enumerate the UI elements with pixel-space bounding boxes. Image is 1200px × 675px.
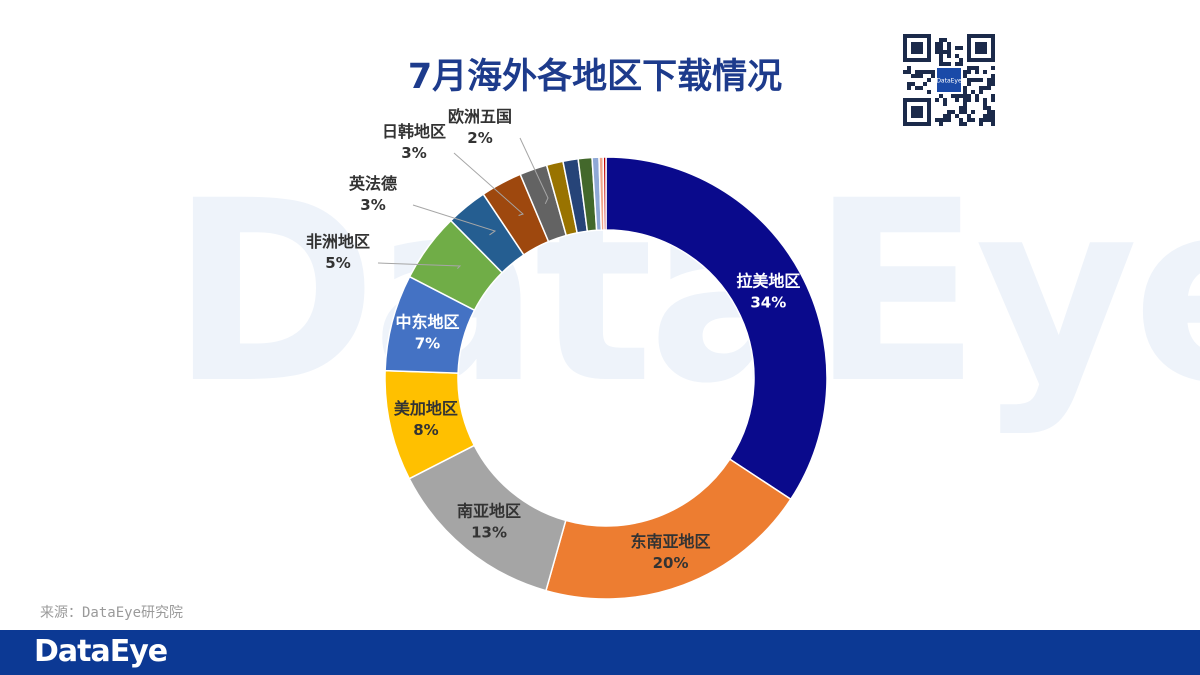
slice-value-中东地区: 7% (415, 335, 440, 353)
slice-value-英法德: 3% (360, 196, 385, 214)
leader-line-非洲地区 (377, 262, 462, 270)
donut-chart: 拉美地区 34% 东南亚地区 20% 南亚地区 13% 美加地区 8% 中东地区 7% 非洲地区 5%… (306, 107, 828, 600)
slice-value-拉美地区: 34% (750, 293, 786, 311)
slice-value-南亚地区: 13% (471, 524, 507, 542)
slice-value-非洲地区: 5% (325, 254, 350, 272)
slice-label-非洲地区: 非洲地区 (306, 232, 370, 251)
slice-label-东南亚地区: 东南亚地区 (631, 532, 711, 551)
slice-minor-14 (602, 156, 607, 231)
footer-bar: DataEye (0, 630, 1200, 675)
slice-label-中东地区: 中东地区 (395, 313, 459, 332)
slice-label-南亚地区: 南亚地区 (457, 502, 521, 521)
slice-value-欧洲五国: 2% (467, 129, 492, 147)
footer-logo: DataEye (34, 634, 168, 669)
source-note: 来源：DataEye研究院 (40, 605, 184, 621)
qr-code-image: DataEye (903, 34, 995, 126)
leader-line-欧洲五国 (519, 137, 549, 204)
slice-value-东南亚地区: 20% (653, 554, 689, 572)
slice-value-美加地区: 8% (413, 421, 438, 439)
slice-东南亚地区 (545, 458, 792, 600)
slice-label-日韩地区: 日韩地区 (382, 122, 446, 141)
leader-line-英法德 (412, 204, 497, 236)
slice-拉美地区 (605, 156, 828, 501)
slice-label-英法德: 英法德 (348, 174, 397, 193)
slice-label-欧洲五国: 欧洲五国 (448, 107, 512, 126)
slice-value-日韩地区: 3% (401, 144, 426, 162)
leader-line-日韩地区 (453, 152, 524, 216)
slice-label-美加地区: 美加地区 (394, 399, 458, 418)
slice-label-拉美地区: 拉美地区 (736, 271, 800, 290)
qr-center-logo: DataEye (936, 78, 962, 85)
chart-title: 7月海外各地区下载情况 (407, 57, 783, 97)
